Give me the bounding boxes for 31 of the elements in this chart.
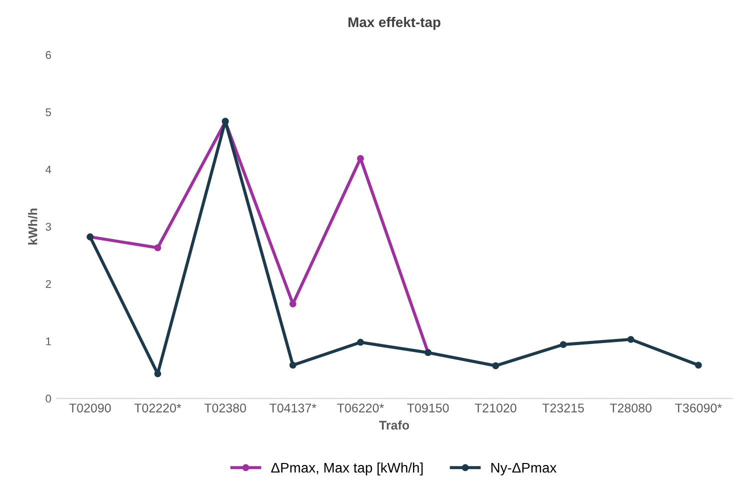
x-tick-label: T02090 xyxy=(69,404,111,412)
point xyxy=(357,154,364,162)
y-tick-label: 4 xyxy=(46,166,52,174)
x-tick-label: T04137* xyxy=(270,404,316,412)
point xyxy=(492,362,500,370)
legend-label: ΔPmax, Max tap [kWh/h] xyxy=(271,462,423,476)
chart-title: Max effekt-tap xyxy=(348,16,440,30)
y-axis-title: kWh/h xyxy=(28,208,38,244)
legend-label: Ny-ΔPmax xyxy=(491,462,557,476)
x-tick-label: T06220* xyxy=(337,404,384,412)
point xyxy=(154,244,162,252)
y-tick-label: 1 xyxy=(46,338,51,346)
x-tick-label: T02220* xyxy=(134,404,182,412)
y-tick-label: 2 xyxy=(46,280,51,288)
x-tick-label: T36090* xyxy=(675,404,722,412)
x-tick-label: T23215 xyxy=(542,404,584,412)
x-axis-title: Trafo xyxy=(379,420,410,430)
x-tick-label: T02380 xyxy=(204,404,246,412)
point xyxy=(154,370,162,378)
x-tick-label: T21020 xyxy=(474,404,516,412)
x-tick-label: T09150 xyxy=(407,404,449,412)
y-tick-label: 0 xyxy=(46,394,52,403)
y-tick-label: 6 xyxy=(46,51,51,59)
point xyxy=(560,341,567,348)
point xyxy=(357,338,364,346)
point xyxy=(289,362,296,369)
y-tick-label: 5 xyxy=(46,108,51,116)
point xyxy=(694,362,702,369)
x-tick-label: T28080 xyxy=(610,404,652,412)
y-tick-label: 3 xyxy=(46,222,51,231)
point xyxy=(627,336,634,343)
